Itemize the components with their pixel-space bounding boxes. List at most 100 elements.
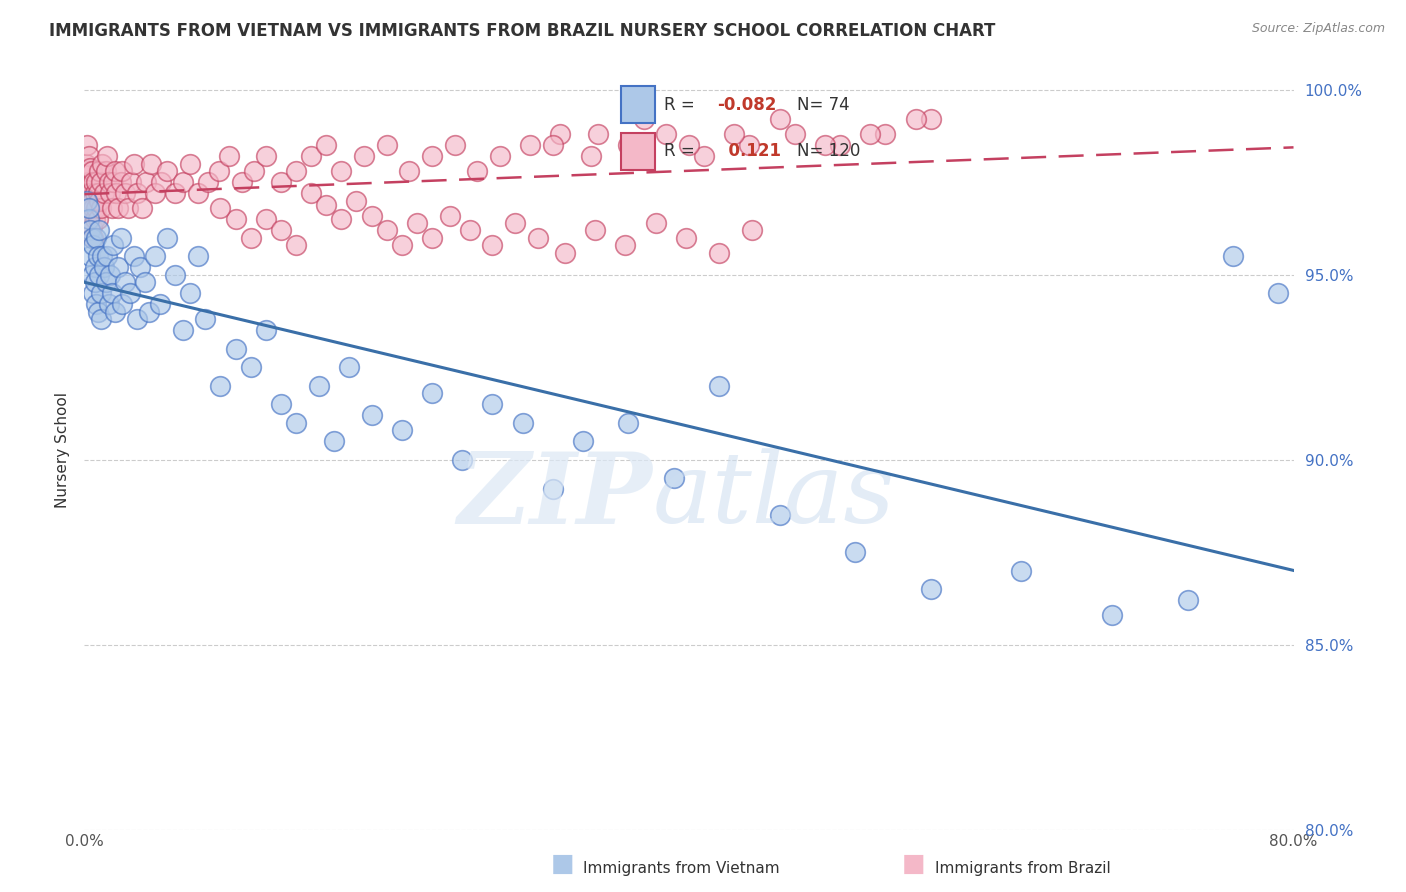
Point — [451, 452, 474, 467]
Point — [709, 245, 731, 260]
Point — [90, 175, 112, 189]
Point — [80, 194, 103, 208]
Point — [655, 127, 678, 141]
Text: Source: ZipAtlas.com: Source: ZipAtlas.com — [1251, 22, 1385, 36]
Point — [135, 175, 157, 189]
Point — [90, 201, 112, 215]
Point — [93, 260, 115, 275]
Point — [738, 138, 761, 153]
Point — [844, 545, 866, 559]
Point — [105, 186, 128, 201]
Point — [110, 231, 132, 245]
Point — [783, 127, 806, 141]
Point — [172, 323, 194, 337]
Point — [91, 249, 114, 263]
Point — [458, 223, 481, 237]
Point — [80, 164, 103, 178]
Point — [315, 138, 337, 153]
Point — [165, 186, 187, 201]
Point — [633, 112, 655, 127]
Point — [583, 223, 606, 237]
Point — [1177, 593, 1199, 607]
Point — [519, 138, 541, 153]
Text: N= 74: N= 74 — [797, 95, 849, 113]
Point — [107, 260, 129, 275]
Point — [209, 378, 232, 392]
Point — [254, 323, 277, 337]
Point — [98, 268, 121, 282]
Point — [117, 201, 139, 215]
Point — [107, 201, 129, 215]
Point — [920, 112, 942, 127]
Point — [77, 212, 100, 227]
Point — [299, 186, 322, 201]
Point — [644, 216, 666, 230]
Point — [254, 212, 277, 227]
Point — [110, 175, 132, 189]
Point — [93, 186, 115, 201]
Text: 0.121: 0.121 — [717, 142, 780, 160]
Point — [322, 434, 344, 449]
Point — [79, 212, 101, 227]
Point — [420, 231, 443, 245]
Point — [139, 157, 162, 171]
Point — [134, 275, 156, 289]
Point — [80, 268, 103, 282]
Point — [89, 164, 111, 178]
Point — [489, 149, 512, 163]
Text: Immigrants from Vietnam: Immigrants from Vietnam — [583, 861, 780, 876]
Text: R =: R = — [664, 95, 700, 113]
Point — [80, 231, 103, 245]
Point — [239, 360, 262, 375]
Point — [391, 423, 413, 437]
Point — [814, 138, 837, 153]
Point — [270, 397, 292, 411]
Point — [617, 138, 640, 153]
Point — [346, 194, 368, 208]
Point — [769, 112, 792, 127]
Point — [709, 378, 731, 392]
Point — [1222, 249, 1244, 263]
Point — [420, 386, 443, 401]
Point — [481, 238, 503, 252]
Point — [131, 201, 153, 215]
Point — [150, 175, 173, 189]
Point — [218, 149, 240, 163]
Point — [77, 175, 100, 189]
Point — [156, 164, 179, 178]
Point — [503, 216, 526, 230]
Point — [94, 164, 117, 178]
Text: atlas: atlas — [652, 449, 896, 543]
Point — [129, 260, 152, 275]
Point — [179, 157, 201, 171]
Point — [80, 219, 103, 234]
Point — [723, 127, 745, 141]
Point — [120, 175, 142, 189]
Point — [242, 164, 264, 178]
Point — [375, 138, 398, 153]
Point — [693, 149, 716, 163]
Text: R =: R = — [664, 142, 700, 160]
Point — [149, 297, 172, 311]
Point — [420, 149, 443, 163]
Text: Immigrants from Brazil: Immigrants from Brazil — [935, 861, 1111, 876]
Text: ■: ■ — [903, 852, 925, 876]
Point — [76, 164, 98, 178]
Point — [225, 212, 247, 227]
Point — [270, 223, 292, 237]
Point — [439, 209, 461, 223]
Point — [398, 164, 420, 178]
Text: -0.082: -0.082 — [717, 95, 776, 113]
Point — [353, 149, 375, 163]
Point — [75, 157, 97, 171]
Point — [550, 127, 572, 141]
Point — [1101, 608, 1123, 623]
Point — [111, 164, 134, 178]
Point — [467, 164, 489, 178]
Point — [187, 249, 209, 263]
Point — [254, 149, 277, 163]
Point — [541, 138, 564, 153]
Point — [617, 416, 640, 430]
Text: ■: ■ — [551, 852, 574, 876]
Point — [77, 149, 100, 163]
